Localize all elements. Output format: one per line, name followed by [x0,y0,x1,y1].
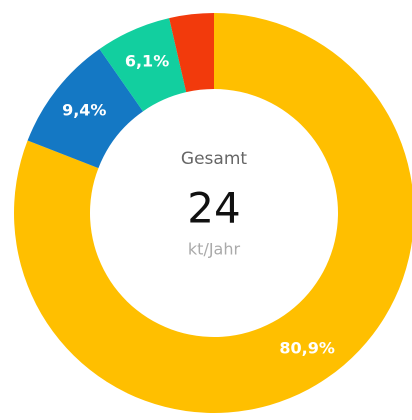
donut-segment [14,13,412,413]
center-value: 24 [187,184,240,233]
center-title: Gesamt [181,149,247,169]
donut-segment [27,49,144,169]
donut-segment [99,18,187,112]
value-label: 9,4% [62,101,106,120]
value-label: 80,9% [279,339,335,358]
value-label: 6,1% [125,52,169,71]
donut-segment [169,13,214,93]
center-unit: kt/Jahr [188,240,241,259]
